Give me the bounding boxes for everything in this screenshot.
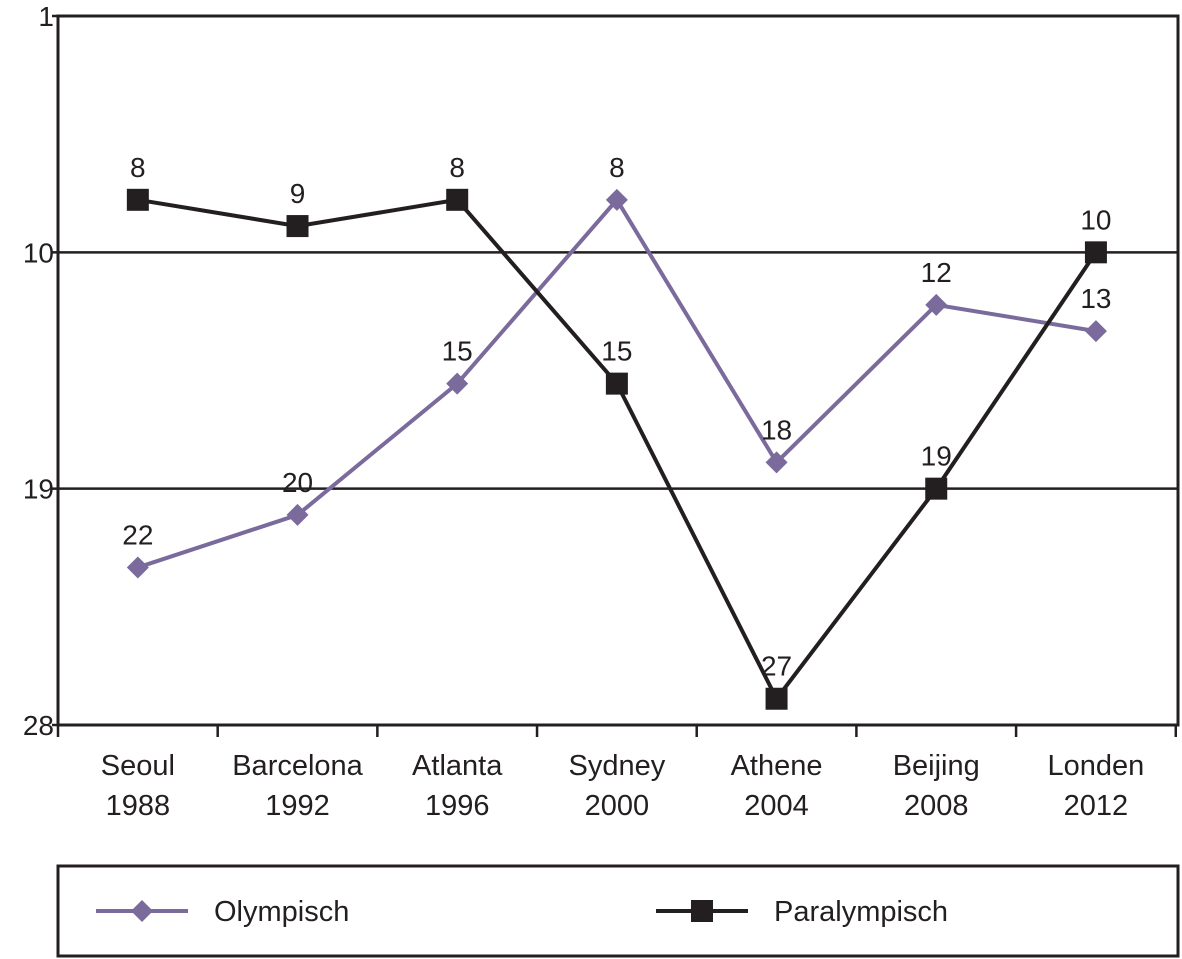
data-point [126, 188, 149, 211]
data-label: 15 [601, 336, 632, 367]
data-point [765, 451, 788, 474]
data-label: 8 [449, 152, 465, 183]
data-point [925, 477, 948, 500]
data-label: 27 [761, 651, 792, 682]
legend-marker [131, 900, 153, 922]
x-tick-label-year: 1996 [425, 790, 490, 822]
data-point [446, 372, 469, 395]
x-tick-label-year: 1992 [265, 790, 330, 822]
data-label: 19 [921, 441, 952, 472]
data-label: 8 [130, 152, 146, 183]
data-point [286, 503, 309, 526]
data-label: 12 [921, 257, 952, 288]
y-axis: 1 10 19 28 [23, 1, 58, 741]
data-label: 10 [1080, 204, 1111, 235]
legend-item-olympisch: Olympisch [96, 896, 349, 928]
series-layer [126, 188, 1107, 710]
data-point [446, 188, 469, 211]
x-tick-label: Seoul [101, 750, 175, 782]
legend-label: Olympisch [214, 896, 349, 928]
y-tick-label: 10 [23, 237, 54, 268]
data-point [925, 293, 948, 316]
data-label: 9 [290, 178, 306, 209]
y-tick-label: 28 [23, 710, 54, 741]
data-labels: 22 20 15 8 18 12 13 8 9 8 15 27 19 10 [122, 152, 1111, 682]
legend-item-paralympisch: Paralympisch [656, 896, 948, 928]
legend-label: Paralympisch [774, 896, 948, 928]
x-tick-label-year: 1988 [106, 790, 171, 822]
y-tick-label: 1 [38, 1, 54, 32]
legend: Olympisch Paralympisch [56, 864, 1180, 958]
data-point [605, 372, 628, 395]
data-label: 18 [761, 414, 792, 445]
x-tick-label-year: 2004 [744, 790, 809, 822]
x-tick-label-year: 2012 [1064, 790, 1129, 822]
x-tick-label: Londen [1048, 750, 1145, 782]
x-tick-label: Sydney [569, 750, 666, 782]
plot-frame [56, 14, 1180, 727]
data-label: 22 [122, 519, 153, 550]
data-point [765, 687, 788, 710]
data-label: 20 [282, 467, 313, 498]
x-tick-label: Atlanta [412, 750, 503, 782]
data-point [126, 556, 149, 579]
x-axis: Seoul 1988 Barcelona 1992 Atlanta 1996 Sydney 2… [56, 725, 1178, 822]
y-tick-label: 19 [23, 474, 54, 505]
x-tick-label: Barcelona [232, 750, 363, 782]
legend-frame [56, 864, 1180, 958]
gridlines [58, 251, 1178, 490]
data-point [286, 215, 309, 238]
data-label: 8 [609, 152, 625, 183]
x-tick-label-year: 2008 [904, 790, 969, 822]
x-tick-label-year: 2000 [585, 790, 650, 822]
data-label: 13 [1080, 283, 1111, 314]
legend-marker [691, 900, 713, 922]
data-point [605, 188, 628, 211]
data-point [1084, 320, 1107, 343]
series-olympisch [126, 188, 1107, 579]
x-tick-label: Athene [731, 750, 823, 782]
data-label: 15 [442, 336, 473, 367]
series-line [137, 197, 1098, 703]
series-paralympisch [126, 188, 1107, 710]
x-tick-label: Beijing [893, 750, 980, 782]
data-point [1084, 241, 1107, 264]
